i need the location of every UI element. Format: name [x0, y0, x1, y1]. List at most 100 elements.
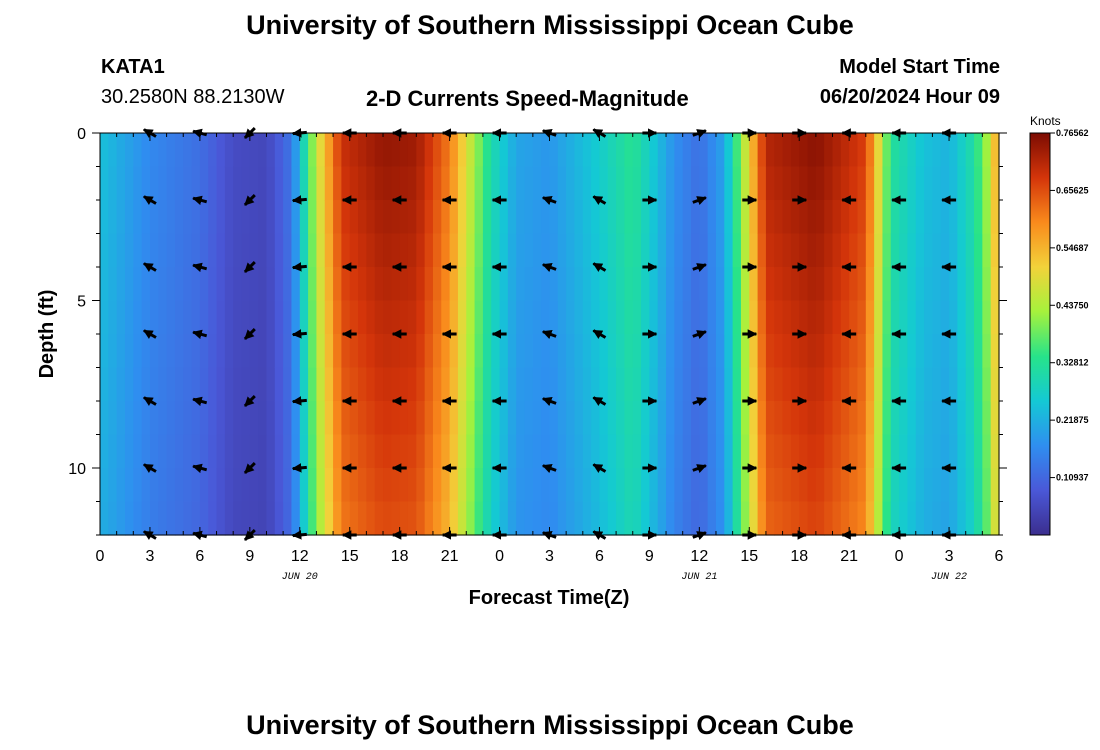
heatmap-cell	[882, 300, 892, 335]
heatmap-cell	[624, 334, 634, 369]
heatmap-cell	[482, 468, 492, 503]
heatmap-cell	[274, 434, 284, 469]
heatmap-cell	[715, 334, 725, 369]
heatmap-cell	[765, 133, 775, 168]
heatmap-cell	[566, 334, 576, 369]
heatmap-cell	[174, 334, 184, 369]
heatmap-cell	[799, 267, 809, 302]
heatmap-cell	[324, 300, 334, 335]
heatmap-cell	[399, 300, 409, 335]
heatmap-cell	[108, 501, 118, 536]
heatmap-cell	[666, 401, 675, 436]
heatmap-cell	[358, 334, 367, 369]
heatmap-cell	[932, 501, 942, 536]
heatmap-cell	[233, 300, 243, 335]
heatmap-cell	[882, 267, 892, 302]
heatmap-cell	[865, 367, 875, 402]
heatmap-cell	[407, 233, 417, 268]
heatmap-cell	[649, 200, 659, 235]
heatmap-cell	[649, 334, 659, 369]
heatmap-cell	[957, 501, 967, 536]
heatmap-cell	[441, 501, 451, 536]
heatmap-cell	[682, 501, 692, 536]
heatmap-cell	[457, 267, 467, 302]
heatmap-cell	[166, 334, 176, 369]
heatmap-cell	[865, 133, 875, 168]
heatmap-cell	[524, 300, 534, 335]
heatmap-cell	[890, 233, 900, 268]
heatmap-cell	[324, 166, 334, 201]
heatmap-cell	[832, 401, 842, 436]
heatmap-cell	[507, 367, 517, 402]
heatmap-cell	[915, 300, 925, 335]
heatmap-cell	[349, 501, 359, 536]
heatmap-cell	[932, 233, 942, 268]
heatmap-cell	[358, 200, 367, 235]
heatmap-cell	[457, 200, 467, 235]
heatmap-cell	[849, 334, 859, 369]
heatmap-cell	[258, 200, 268, 235]
heatmap-cell	[174, 200, 184, 235]
heatmap-cell	[366, 468, 376, 503]
current-vector-arrow	[692, 263, 707, 273]
heatmap-cell	[574, 267, 584, 302]
heatmap-cell	[732, 300, 742, 335]
current-vector-arrow	[143, 329, 157, 339]
heatmap-cell	[299, 367, 309, 402]
heatmap-cell	[316, 334, 326, 369]
heatmap-cell	[291, 267, 301, 302]
heatmap-cell	[915, 233, 925, 268]
heatmap-cell	[932, 334, 942, 369]
heatmap-cell	[807, 200, 817, 235]
heatmap-cell	[532, 200, 542, 235]
heatmap-cell	[699, 300, 709, 335]
heatmap-cell	[774, 166, 784, 201]
heatmap-cell	[591, 401, 601, 436]
heatmap-cell	[924, 468, 933, 503]
heatmap-cell	[266, 300, 276, 335]
heatmap-cell	[657, 468, 667, 503]
model-start-value: 06/20/2024 Hour 09	[819, 86, 1000, 108]
heatmap-cell	[449, 233, 459, 268]
heatmap-cell	[940, 434, 950, 469]
heatmap-cell	[557, 233, 567, 268]
heatmap-cell	[208, 233, 218, 268]
x-tick-label: 6	[595, 548, 604, 565]
heatmap-cell	[557, 267, 567, 302]
heatmap-cell	[532, 267, 542, 302]
heatmap-cell	[674, 367, 684, 402]
heatmap-cell	[840, 200, 850, 235]
heatmap-cell	[216, 501, 226, 536]
heatmap-cell	[108, 166, 118, 201]
heatmap-cell	[449, 401, 459, 436]
heatmap-cell	[599, 267, 609, 302]
heatmap-cell	[466, 267, 476, 302]
current-vector-arrow	[592, 195, 607, 205]
heatmap-cell	[557, 133, 567, 168]
heatmap-cell	[657, 133, 667, 168]
heatmap-cell	[874, 300, 884, 335]
heatmap-cell	[191, 133, 201, 168]
heatmap-cell	[116, 233, 126, 268]
heatmap-cell	[715, 300, 725, 335]
heatmap-cell	[657, 267, 667, 302]
current-vector-arrow	[143, 262, 157, 272]
heatmap-cell	[216, 133, 226, 168]
heatmap-cell	[416, 166, 426, 201]
heatmap-cell	[108, 367, 118, 402]
heatmap-cell	[765, 334, 775, 369]
heatmap-cell	[524, 401, 534, 436]
heatmap-cell	[832, 501, 842, 536]
heatmap-cell	[566, 233, 576, 268]
heatmap-cell	[865, 267, 875, 302]
y-tick-label: 0	[77, 126, 86, 143]
heatmap-cell	[424, 401, 434, 436]
heatmap-cell	[907, 401, 917, 436]
heatmap-cell	[624, 300, 634, 335]
heatmap-cell	[957, 401, 967, 436]
heatmap-cell	[657, 166, 667, 201]
heatmap-cell	[532, 166, 542, 201]
heatmap-cell	[216, 166, 226, 201]
heatmap-cell	[424, 434, 434, 469]
heatmap-cell	[582, 334, 592, 369]
